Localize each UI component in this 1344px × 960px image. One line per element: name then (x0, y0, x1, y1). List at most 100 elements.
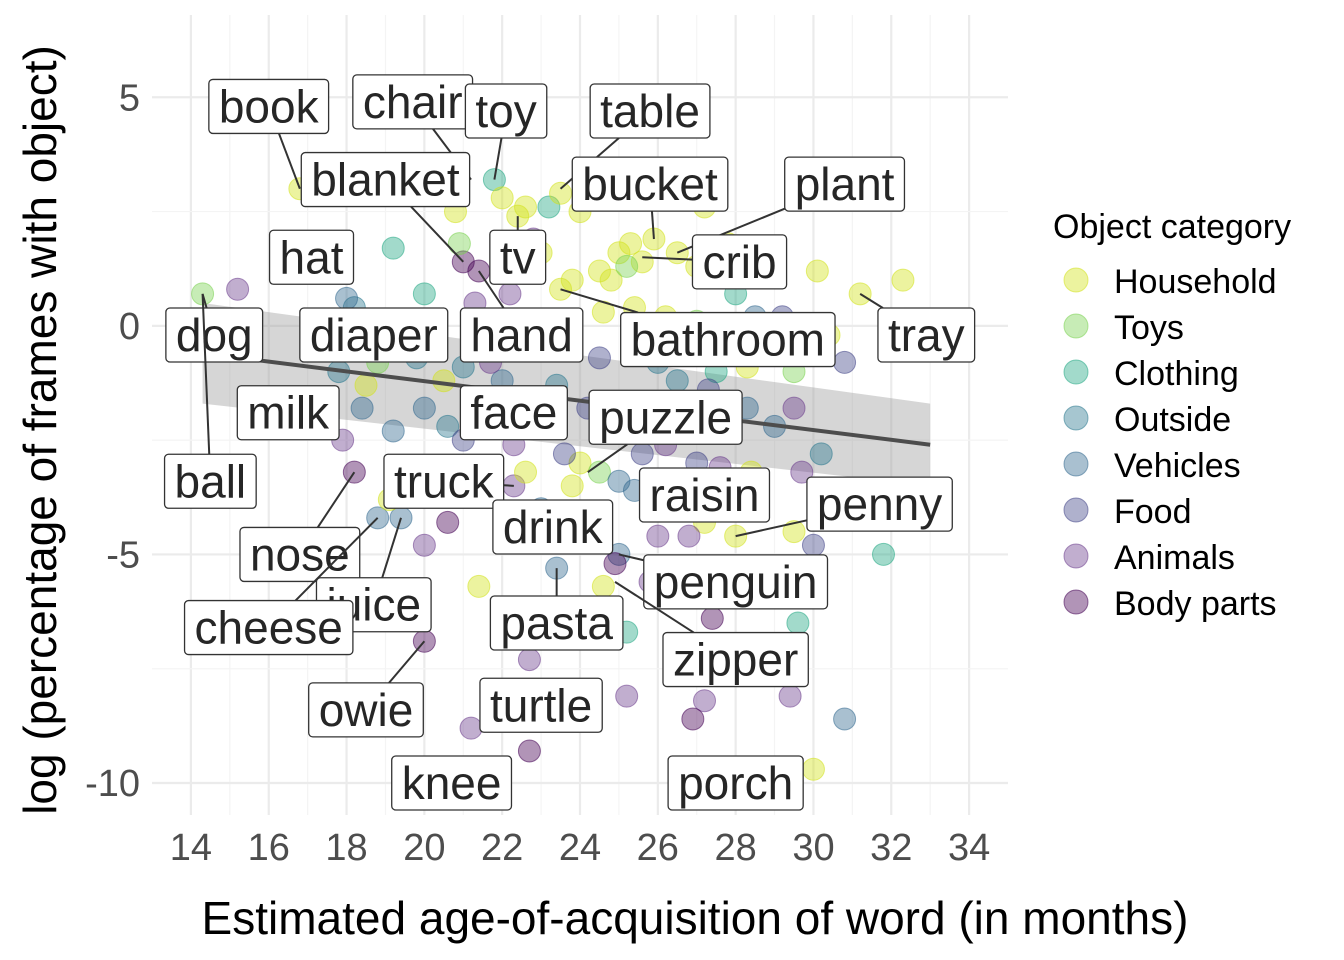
data-point (381, 236, 405, 260)
data-point (587, 346, 611, 370)
point-label-leader (278, 133, 301, 190)
point-label-text: milk (247, 387, 330, 439)
data-point (436, 414, 460, 438)
point-label-leader (614, 581, 695, 634)
point-label-text: drink (503, 501, 604, 553)
legend-swatch (1063, 589, 1089, 615)
point-label-toy: toy (464, 83, 548, 180)
data-point (871, 542, 895, 566)
x-tick-label: 16 (248, 827, 290, 869)
point-label-box (571, 156, 729, 212)
point-label-text: blanket (311, 154, 460, 206)
point-label-text: knee (402, 757, 502, 809)
data-point (459, 716, 483, 740)
legend-swatch (1063, 313, 1089, 339)
point-label-box (620, 311, 836, 368)
point-label-turtle: turtle (479, 677, 603, 733)
point-label-text: puzzle (599, 391, 732, 443)
point-label-text: zipper (673, 634, 798, 686)
legend-label: Toys (1114, 309, 1184, 347)
data-point (786, 611, 810, 635)
point-label-text: pasta (500, 597, 613, 649)
point-label-text: tv (500, 231, 536, 283)
data-point (630, 250, 654, 274)
point-label-box (662, 631, 809, 688)
point-label-text: bathroom (631, 314, 825, 366)
point-label-text: penguin (654, 556, 818, 608)
legend-item: Clothing (1063, 355, 1239, 393)
legend-item: Vehicles (1063, 447, 1241, 485)
data-point (607, 241, 631, 265)
x-tick-label: 14 (170, 827, 212, 869)
point-label-dog: dog (165, 293, 264, 363)
point-label-text: table (600, 85, 700, 137)
point-label-box (489, 595, 624, 651)
point-label-leader (388, 640, 426, 684)
data-point (677, 524, 701, 548)
point-label-box (459, 307, 584, 363)
data-point (560, 474, 584, 498)
point-label-box (479, 677, 603, 733)
point-label-tray: tray (859, 293, 976, 363)
data-point (801, 757, 825, 781)
point-label-leader (560, 288, 639, 314)
data-point (778, 684, 802, 708)
point-label-blanket: blanket (300, 151, 471, 263)
data-point (700, 606, 724, 630)
y-tick-label: -10 (85, 763, 140, 805)
x-axis-title: Estimated age-of-acquisition of word (in… (202, 892, 1189, 944)
point-label-box (784, 156, 906, 212)
data-point (350, 396, 374, 420)
point-label-box (299, 307, 449, 363)
point-label-tv: tv (489, 216, 547, 285)
point-label-pasta: pasta (489, 568, 624, 651)
x-tick-label: 22 (481, 827, 523, 869)
data-point (693, 689, 717, 713)
data-point (226, 277, 250, 301)
legend-swatch (1063, 405, 1089, 431)
point-label-text: chair (363, 76, 463, 128)
point-label-box (165, 307, 264, 363)
point-label-text: turtle (490, 679, 592, 731)
point-label-text: nose (250, 528, 350, 580)
point-label-leader (735, 519, 808, 538)
point-label-text: truck (394, 455, 495, 507)
point-label-text: diaper (310, 309, 438, 361)
data-point (412, 533, 436, 557)
point-label-hat: hat (268, 229, 355, 285)
point-label-box (183, 599, 354, 656)
point-label-leader (294, 517, 379, 602)
point-label-ball: ball (163, 293, 257, 509)
point-label-knee: knee (391, 755, 513, 811)
point-label-leader (201, 293, 211, 455)
y-axis-title: log (percentage of frames with object) (14, 45, 66, 815)
point-label-chair: chair (352, 74, 474, 181)
point-label-leader (316, 471, 356, 528)
data-point (630, 442, 654, 466)
data-point (619, 232, 643, 256)
point-label-face: face (459, 385, 568, 441)
data-point (498, 282, 522, 306)
legend-swatch (1063, 451, 1089, 477)
point-label-leader (478, 270, 505, 309)
point-label-cheese: cheese (183, 517, 379, 656)
point-label-text: hat (280, 231, 344, 283)
point-label-text: penny (817, 478, 942, 530)
data-point (790, 460, 814, 484)
data-point (891, 268, 915, 292)
point-label-penny: penny (735, 476, 953, 538)
legend-item: Animals (1063, 539, 1235, 577)
point-label-text: owie (319, 684, 414, 736)
data-point (805, 259, 829, 283)
point-label-text: plant (795, 158, 895, 210)
legend-item: Food (1063, 493, 1192, 531)
point-label-zipper: zipper (614, 581, 809, 688)
y-axis-ticks: 5 0 -5 -10 (85, 77, 140, 805)
data-point (801, 533, 825, 557)
point-label-box (489, 229, 547, 285)
data-point (514, 460, 538, 484)
legend-item: Household (1063, 263, 1277, 301)
y-tick-label: 0 (119, 306, 140, 348)
point-label-leader (642, 256, 693, 261)
